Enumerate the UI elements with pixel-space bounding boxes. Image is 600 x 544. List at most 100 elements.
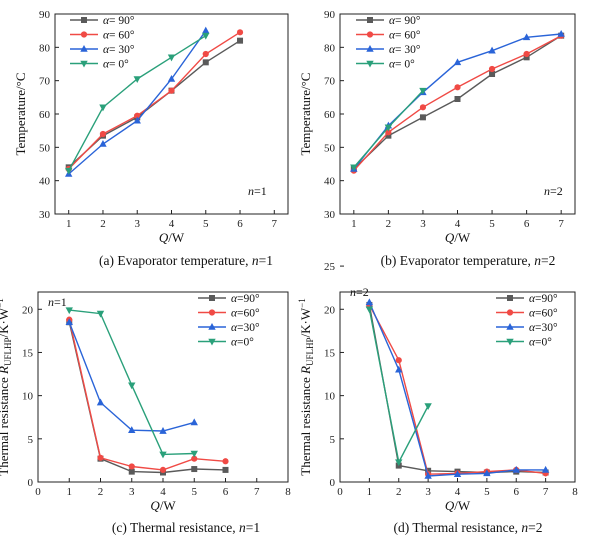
y-tick-label: 60 <box>39 109 51 121</box>
y-tick-label: 70 <box>324 76 336 88</box>
legend-label: α=30° <box>231 322 260 334</box>
y-tick-label: 10 <box>22 391 34 403</box>
y-tick-label: 80 <box>324 42 336 54</box>
x-axis-label: Q/W <box>150 498 176 513</box>
series-4 <box>350 87 427 172</box>
x-tick-label: 3 <box>129 486 135 498</box>
legend-label: α= 90° <box>389 15 421 27</box>
series-4 <box>65 307 198 459</box>
chart-panel-c: 0 1 2 3 4 5 6 7 8 0 5 10 15 20 Q/W Thermal resistance R… <box>0 291 291 535</box>
legend: α= 90° α= 60° α= 30° α= 0° <box>356 15 421 71</box>
x-tick-label: 0 <box>35 486 41 498</box>
x-tick-label: 5 <box>192 486 198 498</box>
y-tick-label: 50 <box>324 142 336 154</box>
x-tick-label: 5 <box>484 486 490 498</box>
data-point <box>425 467 432 474</box>
legend-label: α= 30° <box>389 44 421 56</box>
series-line <box>68 321 195 432</box>
data-point <box>128 426 136 433</box>
x-tick-label: 7 <box>272 218 278 230</box>
legend-marker <box>366 45 374 52</box>
legend: α= 90° α= 60° α= 30° α= 0° <box>70 15 135 71</box>
data-point <box>488 46 496 54</box>
legend-label: α=0° <box>231 337 254 349</box>
data-point <box>365 306 374 314</box>
data-point <box>159 451 167 459</box>
x-tick-label: 4 <box>455 218 461 230</box>
data-point <box>190 450 198 458</box>
data-point <box>424 403 432 410</box>
data-point <box>128 463 135 470</box>
panel-annotation: n=1 <box>248 184 267 198</box>
x-axis-label: Q/W <box>445 498 471 513</box>
legend-marker <box>506 323 514 330</box>
data-point <box>236 29 244 36</box>
legend-label: α= 60° <box>389 30 421 42</box>
legend-marker <box>367 17 373 23</box>
x-tick-label: 3 <box>134 218 140 230</box>
data-point <box>159 466 167 474</box>
data-point <box>512 465 520 473</box>
series-line <box>68 322 226 474</box>
panel-annotation: n=1 <box>48 295 67 309</box>
data-point <box>384 124 393 132</box>
series-4 <box>65 32 210 175</box>
legend-marker <box>81 17 87 23</box>
panel-annotation: n=2 <box>350 285 369 299</box>
panel-caption: (d) Thermal resistance, n=2 <box>393 520 542 535</box>
legend-marker <box>366 31 374 38</box>
series-line <box>68 30 207 175</box>
legend-label: α= 30° <box>103 44 135 56</box>
x-tick-label: 1 <box>367 486 373 498</box>
chart-panel-b: 1 2 3 4 5 6 7 30 40 50 60 70 80 90 Q/W Temperature/°C α=… <box>298 9 576 268</box>
y-tick-label: 25 <box>324 261 336 273</box>
legend-label: α=60° <box>529 308 558 320</box>
legend-label: α=60° <box>231 308 260 320</box>
legend-marker <box>506 338 514 346</box>
x-tick-label: 4 <box>455 486 461 498</box>
legend-label: α=0° <box>529 337 552 349</box>
data-point <box>159 427 167 434</box>
data-point <box>395 365 403 373</box>
x-tick-label: 3 <box>420 218 426 230</box>
legend-marker <box>80 60 88 68</box>
y-axis-label: Temperature/°C <box>13 73 28 156</box>
y-axis-label: Temperature/°C <box>298 73 313 156</box>
x-axis-label: Q/W <box>159 230 185 245</box>
series-3 <box>65 318 198 434</box>
data-point <box>419 87 427 95</box>
y-tick-label: 50 <box>39 142 51 154</box>
plot-frame <box>339 291 576 483</box>
data-point <box>202 50 209 58</box>
data-point <box>65 167 73 175</box>
data-point <box>202 59 209 66</box>
series-line <box>353 35 562 172</box>
y-tick-label: 90 <box>324 9 336 21</box>
plot-frame <box>339 13 576 215</box>
data-point <box>489 71 496 77</box>
legend-marker <box>80 31 88 38</box>
data-point <box>488 65 496 73</box>
data-point <box>133 116 141 124</box>
x-tick-label: 2 <box>100 218 106 230</box>
data-point <box>99 104 107 112</box>
panel-caption: (b) Evaporator temperature, n=2 <box>381 253 556 268</box>
x-tick-label: 5 <box>203 218 209 230</box>
legend-marker <box>208 338 216 346</box>
legend-marker <box>208 323 216 330</box>
x-tick-label: 3 <box>425 486 431 498</box>
y-tick-label: 5 <box>330 434 336 446</box>
y-tick-label: 15 <box>22 347 34 359</box>
legend-marker <box>506 309 514 316</box>
legend-label: α=90° <box>529 293 558 305</box>
data-point <box>385 132 392 139</box>
x-tick-label: 1 <box>67 486 73 498</box>
legend-marker <box>80 45 88 52</box>
data-point <box>557 30 565 37</box>
legend: α=90° α=60° α=30° α=0° <box>198 293 260 349</box>
data-point <box>168 87 175 94</box>
series-1 <box>366 301 549 476</box>
legend-label: α= 60° <box>103 30 135 42</box>
y-axis-label: Thermal resistance RUFLHP/K·W−1 <box>297 298 315 475</box>
